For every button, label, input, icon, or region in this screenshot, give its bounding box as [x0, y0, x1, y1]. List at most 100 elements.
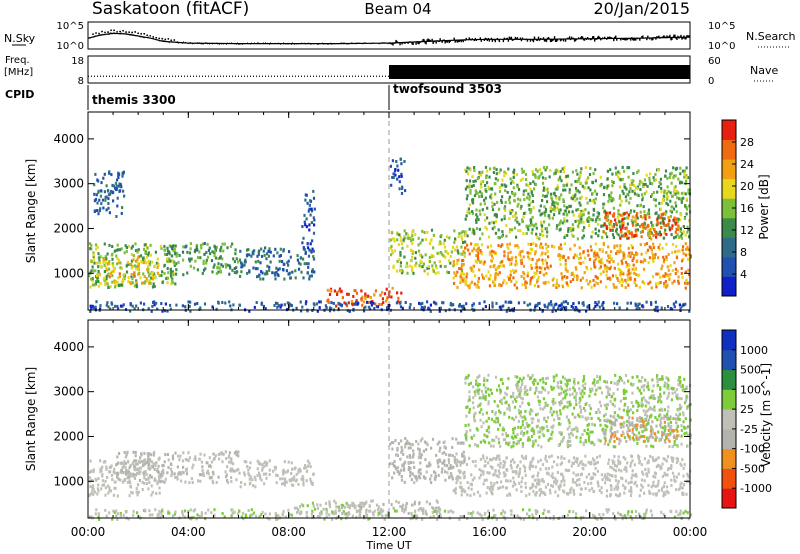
heatmap-cell — [357, 301, 360, 305]
heatmap-cell — [670, 171, 673, 175]
heatmap-cell — [588, 257, 591, 261]
heatmap-cell — [602, 243, 605, 246]
heatmap-cell — [193, 250, 196, 254]
heatmap-cell — [236, 260, 240, 264]
heatmap-cell — [191, 466, 194, 470]
heatmap-cell — [308, 277, 311, 281]
heatmap-cell — [136, 262, 139, 266]
heatmap-cell — [670, 226, 673, 230]
heatmap-cell — [201, 271, 204, 275]
heatmap-cell — [301, 241, 304, 245]
heatmap-cell — [306, 309, 309, 313]
heatmap-cell — [567, 210, 571, 214]
heatmap-cell — [531, 223, 534, 227]
heatmap-cell — [515, 216, 518, 220]
heatmap-cell — [617, 209, 620, 213]
heatmap-cell — [249, 461, 252, 465]
heatmap-cell — [630, 455, 634, 458]
heatmap-cell — [211, 305, 214, 309]
noise-right-label: N.Search — [746, 30, 796, 43]
heatmap-cell — [275, 266, 278, 270]
heatmap-cell — [628, 272, 631, 276]
heatmap-cell — [629, 277, 632, 281]
heatmap-cell — [657, 281, 660, 285]
heatmap-cell — [124, 455, 127, 459]
heatmap-cell — [165, 257, 169, 261]
heatmap-cell — [166, 453, 169, 456]
heatmap-cell — [278, 254, 281, 258]
heatmap-cell — [473, 232, 476, 236]
colorbar-segment — [722, 256, 736, 277]
heatmap-cell — [576, 275, 579, 279]
heatmap-cell — [578, 477, 581, 481]
heatmap-cell — [311, 501, 314, 505]
heatmap-cell — [131, 281, 134, 285]
heatmap-cell — [493, 264, 496, 267]
heatmap-cell — [582, 229, 585, 232]
heatmap-cell — [578, 190, 581, 194]
heatmap-cell — [656, 218, 659, 222]
heatmap-cell — [351, 504, 354, 508]
heatmap-cell — [592, 307, 595, 311]
heatmap-cell — [355, 301, 358, 305]
heatmap-cell — [505, 479, 508, 483]
heatmap-cell — [129, 309, 132, 313]
heatmap-cell — [592, 213, 595, 217]
heatmap-cell — [529, 462, 532, 466]
heatmap-cell — [542, 262, 545, 266]
heatmap-cell — [619, 203, 622, 207]
heatmap-cell — [617, 459, 620, 463]
heatmap-cell — [473, 166, 476, 169]
heatmap-cell — [606, 169, 609, 173]
heatmap-cell — [660, 186, 663, 190]
heatmap-cell — [300, 309, 303, 313]
heatmap-cell — [546, 187, 549, 191]
heatmap-cell — [141, 488, 144, 491]
heatmap-cell — [588, 217, 591, 221]
heatmap-cell — [612, 283, 615, 286]
heatmap-cell — [453, 248, 457, 252]
heatmap-cell — [117, 184, 121, 188]
heatmap-cell — [252, 252, 255, 256]
heatmap-cell — [587, 253, 590, 257]
heatmap-cell — [680, 271, 683, 275]
heatmap-cell — [406, 439, 409, 443]
heatmap-cell — [456, 478, 459, 482]
heatmap-cell — [256, 459, 259, 463]
heatmap-cell — [664, 169, 668, 173]
heatmap-cell — [464, 187, 467, 191]
heatmap-cell — [568, 188, 571, 192]
heatmap-cell — [134, 249, 138, 253]
heatmap-cell — [518, 481, 521, 485]
heatmap-cell — [587, 176, 590, 180]
freq-right-tick-bottom: 0 — [708, 76, 714, 87]
heatmap-cell — [149, 243, 152, 247]
heatmap-cell — [607, 462, 610, 465]
heatmap-cell — [228, 451, 231, 455]
heatmap-cell — [642, 205, 645, 209]
heatmap-cell — [660, 213, 663, 217]
heatmap-cell — [226, 246, 229, 250]
heatmap-cell — [203, 242, 206, 245]
heatmap-cell — [139, 470, 142, 474]
heatmap-cell — [305, 217, 308, 221]
heatmap-cell — [611, 233, 615, 237]
heatmap-cell — [286, 301, 289, 305]
noise-left-tick-bottom: 10^0 — [57, 41, 84, 52]
heatmap-cell — [566, 219, 569, 223]
heatmap-cell — [423, 306, 426, 310]
heatmap-cell — [170, 245, 173, 249]
heatmap-cell — [669, 215, 672, 218]
heatmap-cell — [210, 460, 213, 464]
heatmap-cell — [647, 282, 650, 286]
heatmap-cell — [400, 191, 404, 195]
heatmap-cell — [175, 272, 178, 276]
heatmap-cell — [612, 260, 615, 264]
heatmap-cell — [540, 242, 543, 246]
heatmap-cell — [522, 193, 525, 197]
heatmap-cell — [596, 282, 599, 285]
heatmap-cell — [541, 309, 544, 313]
heatmap-cell — [512, 181, 515, 184]
heatmap-cell — [682, 303, 686, 307]
heatmap-cell — [569, 247, 572, 251]
